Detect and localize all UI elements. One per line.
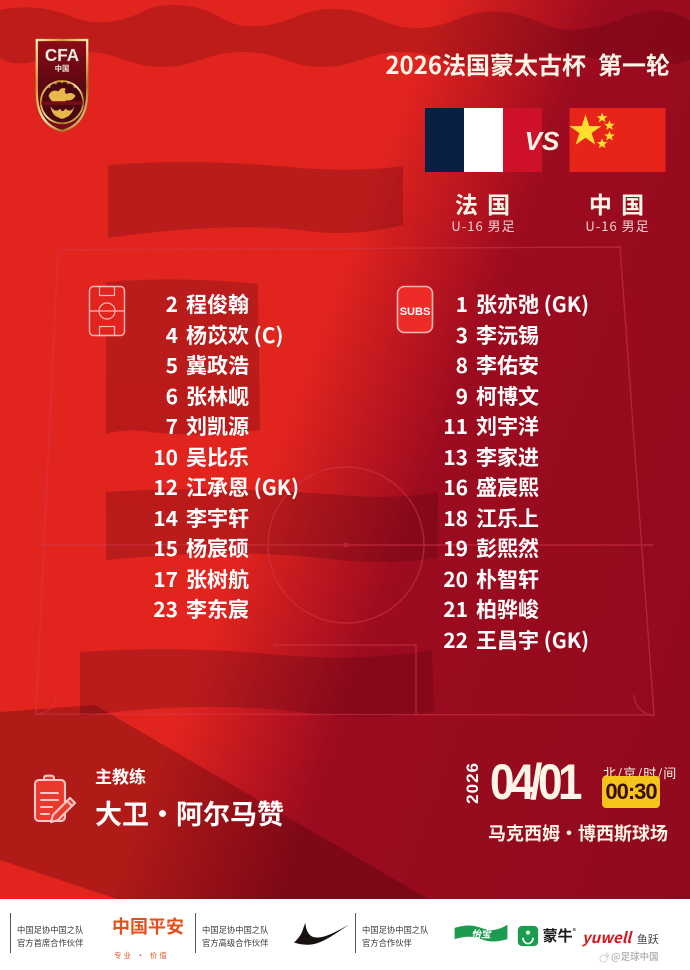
- svg-text:怡宝: 怡宝: [471, 929, 492, 941]
- svg-text:SUBS: SUBS: [400, 306, 431, 318]
